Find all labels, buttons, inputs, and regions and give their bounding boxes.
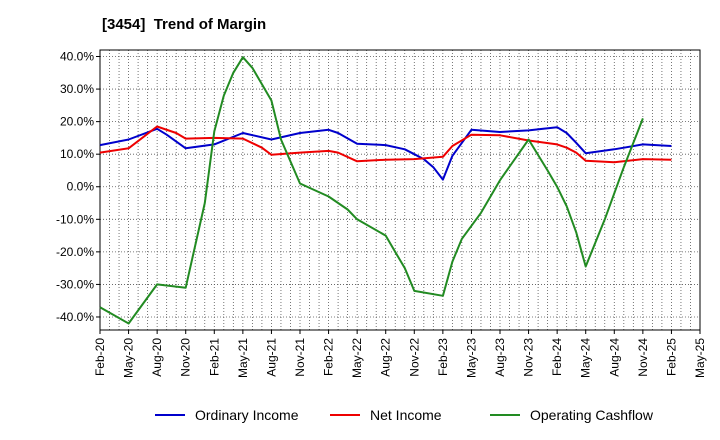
net-income-line [99, 125, 672, 164]
x-tick-label: Nov-24 [636, 338, 650, 377]
legend-label-operating-cashflow: Operating Cashflow [530, 407, 654, 423]
grid-lines [100, 50, 700, 330]
x-tick-label: May-20 [122, 338, 136, 378]
ordinary-income-line [99, 126, 672, 181]
x-tick-label: Aug-22 [379, 338, 393, 377]
y-tick-label: 20.0% [60, 115, 94, 129]
x-tick-label: Feb-24 [550, 338, 564, 376]
x-tick-label: May-24 [579, 338, 593, 378]
x-tick-label: Feb-20 [93, 338, 107, 376]
operating-cashflow-line [99, 56, 644, 325]
y-tick-label: -10.0% [56, 212, 94, 226]
x-tick-label: Nov-20 [179, 338, 193, 377]
legend-label-net-income: Net Income [370, 407, 442, 423]
series-lines [99, 56, 672, 325]
plot-frame [99, 49, 701, 331]
y-tick-label: 40.0% [60, 50, 94, 64]
legend: Ordinary Income Net Income Operating Cashf… [155, 407, 654, 423]
y-tick-label: -30.0% [56, 277, 94, 291]
x-tick-label: May-23 [464, 338, 478, 378]
x-tick-label: Nov-22 [407, 338, 421, 377]
y-tick-label: 0.0% [67, 180, 95, 194]
y-tick-label: -40.0% [56, 310, 94, 324]
y-tick-label: -20.0% [56, 245, 94, 259]
x-tick-label: May-25 [693, 338, 707, 378]
legend-label-ordinary-income: Ordinary Income [195, 407, 299, 423]
y-axis: 40.0% 30.0% 20.0% 10.0% 0.0% -10.0% -20.0% -30.… [56, 50, 100, 324]
x-axis: Feb-20 May-20 Aug-20 Nov-20 Feb-21 May-21 Aug-… [93, 330, 707, 378]
x-tick-label: Aug-20 [150, 338, 164, 377]
x-tick-label: Nov-21 [293, 338, 307, 377]
y-tick-label: 10.0% [60, 147, 94, 161]
x-tick-label: May-21 [236, 338, 250, 378]
x-tick-label: May-22 [350, 338, 364, 378]
chart-title: [3454] Trend of Margin [102, 16, 267, 33]
x-tick-label: Aug-21 [264, 338, 278, 377]
x-tick-label: Aug-24 [607, 338, 621, 377]
x-tick-label: Feb-23 [436, 338, 450, 376]
x-tick-label: Feb-25 [664, 338, 678, 376]
x-tick-label: Nov-23 [522, 338, 536, 377]
x-tick-label: Feb-22 [322, 338, 336, 376]
x-tick-label: Feb-21 [207, 338, 221, 376]
y-tick-label: 30.0% [60, 82, 94, 96]
x-tick-label: Aug-23 [493, 338, 507, 377]
